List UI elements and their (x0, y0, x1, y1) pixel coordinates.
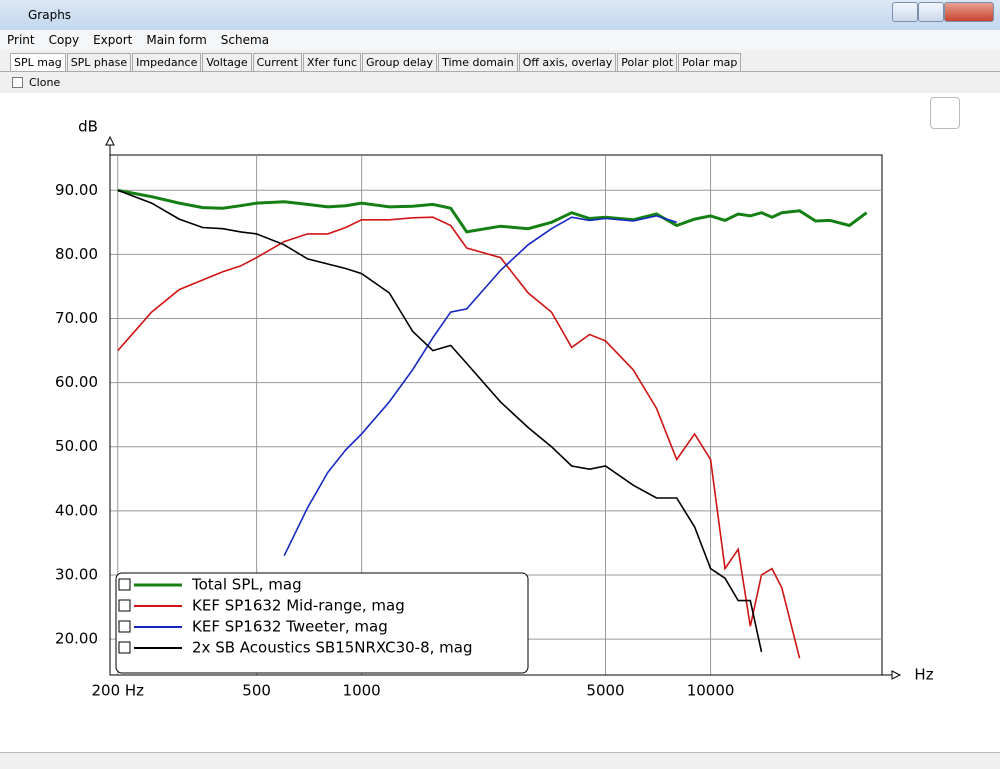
tab[interactable]: SPL mag (10, 53, 66, 71)
legend-label: Total SPL, mag (191, 576, 302, 594)
legend-box (115, 572, 529, 674)
series-line (117, 189, 763, 653)
x-arrow (891, 670, 902, 680)
y-tick-label: 90.00 (55, 181, 98, 199)
minimize-button[interactable] (892, 2, 918, 22)
menu-item[interactable]: Schema (220, 33, 270, 47)
tab[interactable]: Group delay (362, 53, 438, 71)
legend-label: 2x SB Acoustics SB15NRXC30-8, mag (192, 639, 473, 657)
y-tick-label: 50.00 (55, 437, 98, 455)
clone-label: Clone (29, 75, 61, 89)
maximize-button[interactable] (918, 2, 944, 22)
y-tick-label: 60.00 (55, 373, 98, 391)
y-axis-label: dB (78, 118, 98, 136)
legend-checkbox[interactable] (118, 578, 131, 591)
tab[interactable]: Polar plot (617, 53, 678, 71)
x-axis-label: Hz (914, 666, 933, 684)
y-tick-label: 40.00 (55, 501, 98, 519)
tab[interactable]: Current (252, 53, 302, 71)
menu-item[interactable]: Print (7, 33, 35, 47)
x-tick-label: 10000 (687, 682, 735, 700)
y-tick-label: 20.00 (55, 630, 98, 648)
y-tick-label: 80.00 (55, 245, 98, 263)
tab[interactable]: Voltage (202, 53, 252, 71)
legend-checkbox[interactable] (118, 599, 131, 612)
y-tick-label: 30.00 (55, 565, 98, 583)
menu-item[interactable]: Copy (48, 33, 80, 47)
series-line (283, 215, 677, 557)
y-arrow (105, 135, 115, 146)
window-title: Graphs (28, 8, 72, 22)
x-tick-label: 200 Hz (91, 682, 144, 700)
tab[interactable]: Off axis, overlay (518, 53, 617, 71)
legend-label: KEF SP1632 Mid-range, mag (192, 597, 405, 615)
series-line (117, 188, 868, 234)
legend-checkbox[interactable] (118, 620, 131, 633)
tab-bar: SPL mag SPL phase Impedance Voltage Current X… (0, 50, 1000, 72)
x-tick-label: 1000 (343, 682, 381, 700)
status-bar (0, 752, 1000, 769)
x-tick-label: 5000 (586, 682, 624, 700)
corner-button[interactable] (930, 97, 960, 129)
x-tick-label: 500 (242, 682, 271, 700)
chart: 20.00 30.00 40.00 50.00 60.00 70.00 80.00 90.00… (0, 93, 1000, 752)
title-bar: Graphs (0, 0, 1000, 30)
menu-item[interactable]: Main form (146, 33, 207, 47)
y-tick-label: 70.00 (55, 309, 98, 327)
close-button[interactable] (944, 2, 994, 22)
tab[interactable]: Polar map (678, 53, 742, 71)
tab[interactable]: SPL phase (66, 53, 132, 71)
legend-checkbox[interactable] (118, 641, 131, 654)
clone-option[interactable]: Clone (0, 72, 1000, 92)
legend-label: KEF SP1632 Tweeter, mag (192, 618, 388, 636)
menu-item[interactable]: Export (93, 33, 133, 47)
tab[interactable]: Impedance (132, 53, 202, 71)
tab[interactable]: Time domain (438, 53, 518, 71)
series-line (117, 216, 801, 659)
checkbox[interactable] (12, 76, 23, 88)
menu-bar: Print Copy Export Main form Schema (0, 30, 1000, 50)
tab[interactable]: Xfer func (302, 53, 362, 71)
